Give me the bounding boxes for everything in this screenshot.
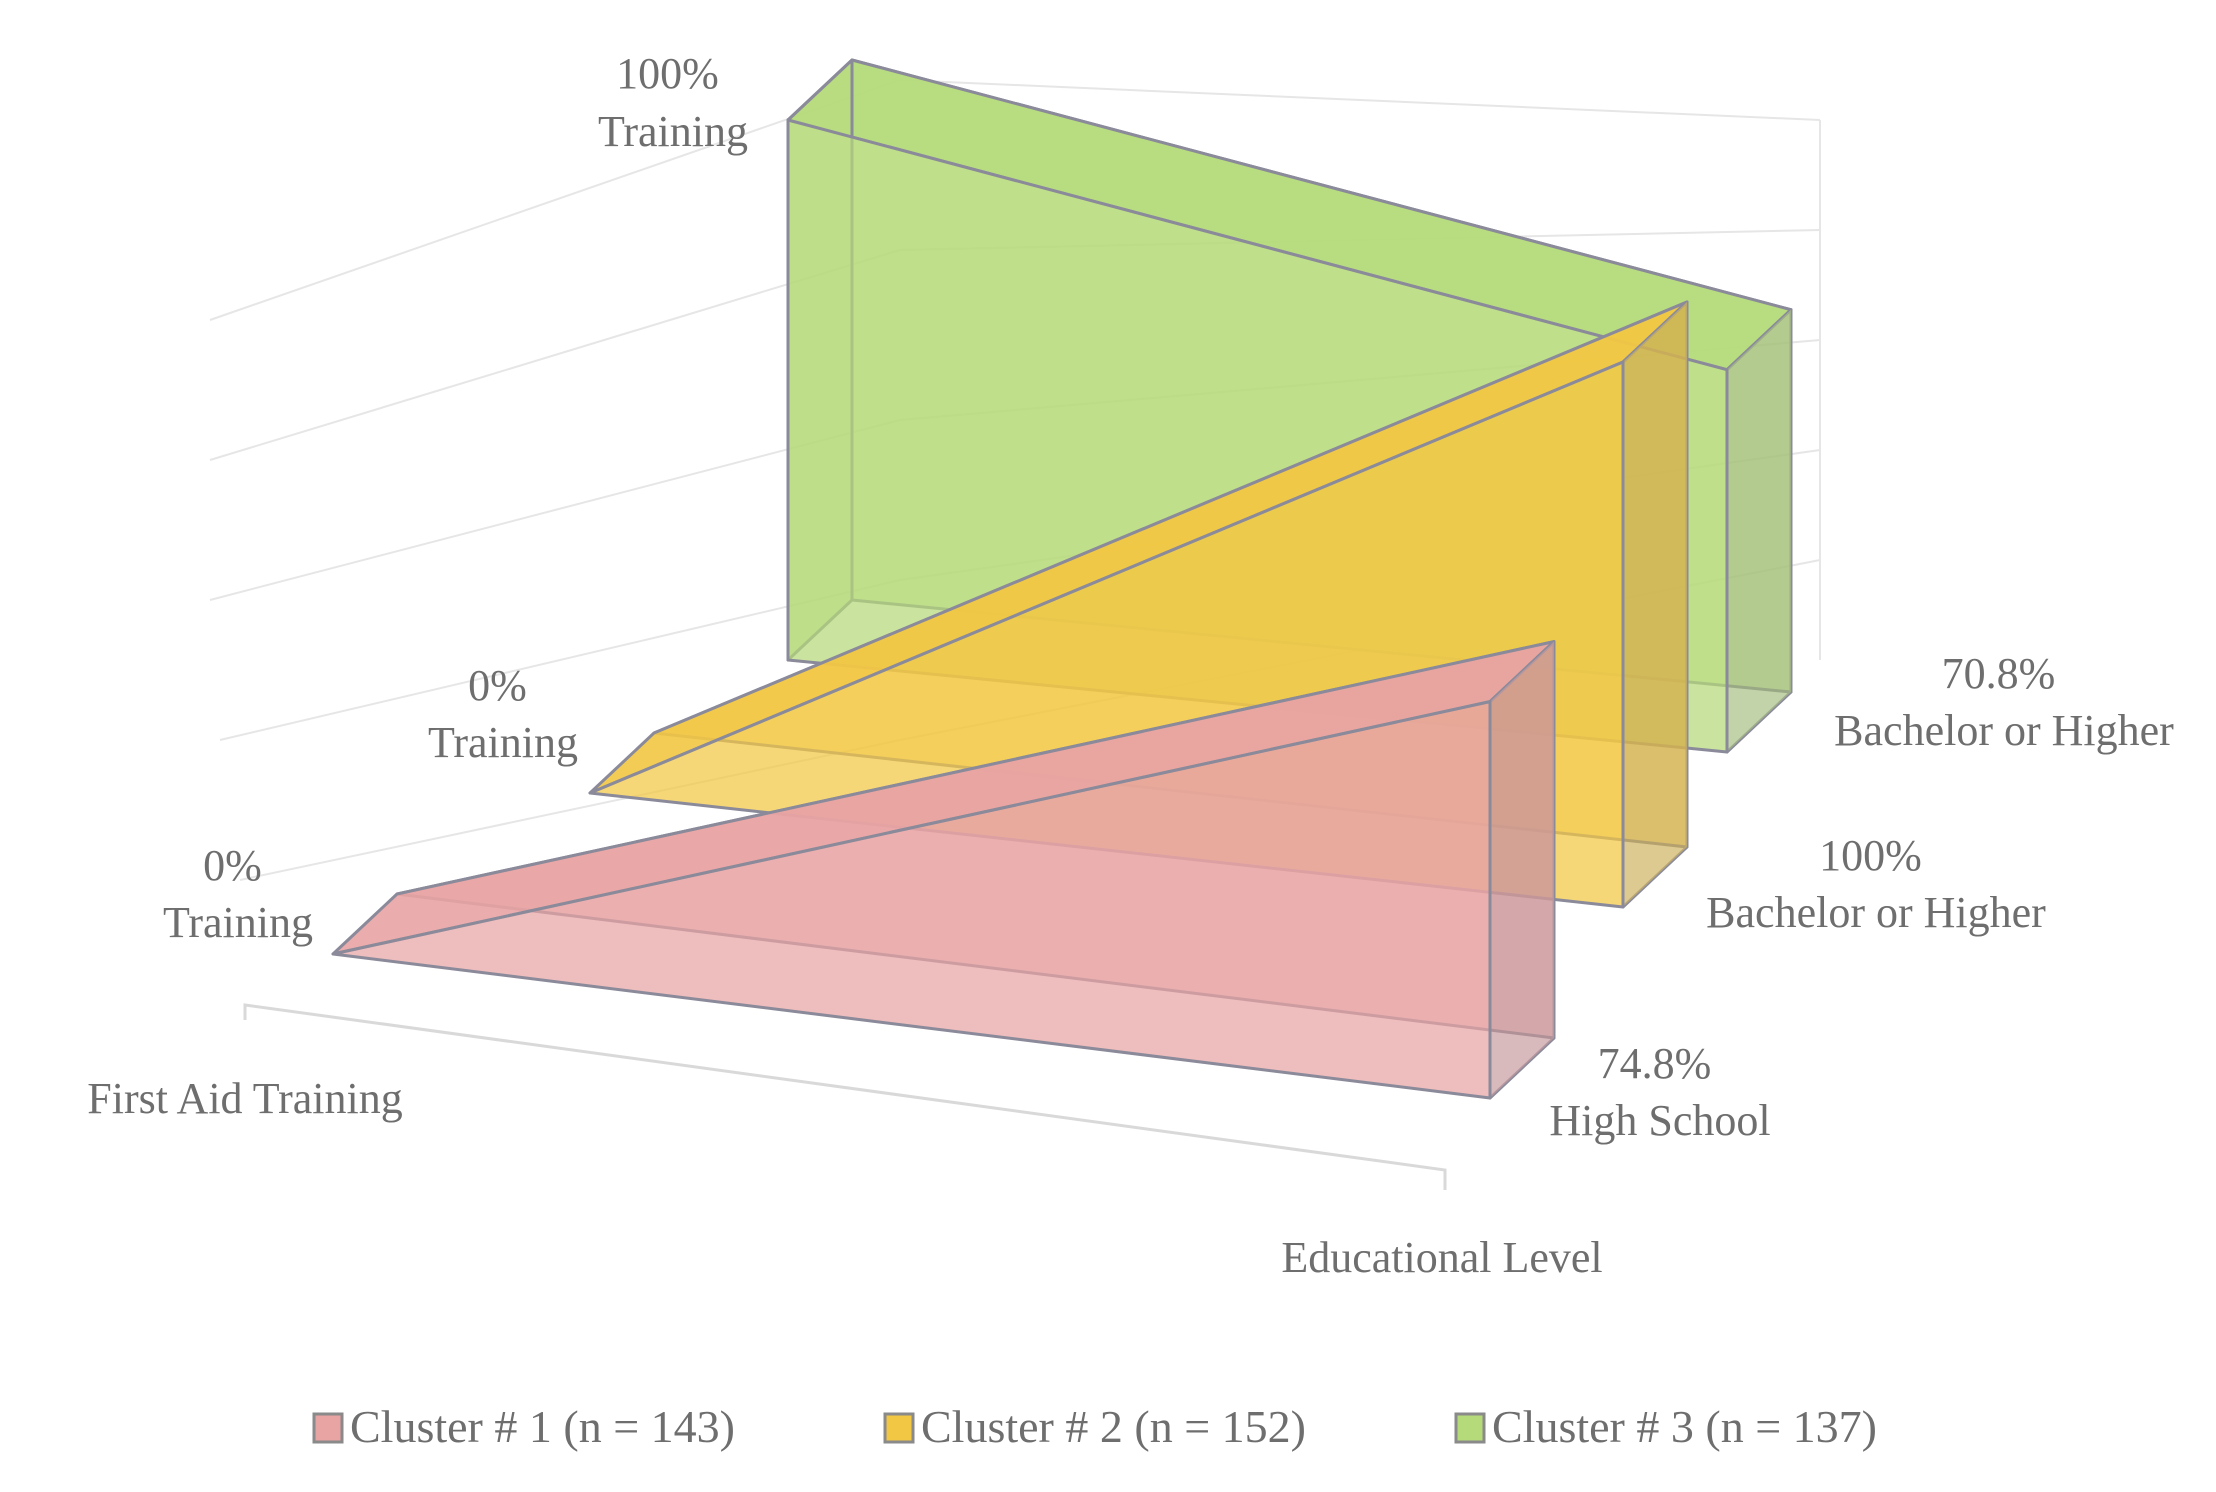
series-1-start-label: 0% Training <box>163 841 313 947</box>
legend-swatch <box>312 1412 344 1444</box>
series-2-end-label: 100% Bachelor or Higher <box>1706 831 2046 937</box>
series-3-end-label: 70.8% Bachelor or Higher <box>1834 649 2174 755</box>
depth-axis-title: First Aid Training <box>87 1074 402 1123</box>
series-3-start-label: 100% Training <box>598 49 748 156</box>
legend-label: Cluster # 3 (n = 137) <box>1492 1401 1877 1452</box>
gridline <box>209 249 901 461</box>
series-layer <box>331 58 1793 1100</box>
series-1-end-cap-tint <box>1490 641 1554 1098</box>
legend-item-cluster-2: Cluster # 2 (n = 152) <box>883 1401 1306 1452</box>
legend-swatch <box>1454 1412 1486 1444</box>
legend: Cluster # 1 (n = 143) Cluster # 2 (n = 1… <box>312 1401 1877 1452</box>
legend-item-cluster-1: Cluster # 1 (n = 143) <box>312 1401 735 1452</box>
series-1-end-label: 74.8% High School <box>1549 1039 1770 1145</box>
series-1-front-face <box>331 700 1492 1100</box>
x-axis-title: Educational Level <box>1281 1233 1602 1282</box>
legend-swatch <box>883 1412 915 1444</box>
series-2-end-cap-tint <box>1623 302 1687 907</box>
floor-axis <box>243 1003 1447 1190</box>
series-1-ribbon <box>331 640 1556 1100</box>
legend-label: Cluster # 1 (n = 143) <box>350 1401 735 1452</box>
series-labels: 100% Training 0% Training 0% Training 70… <box>163 49 2174 1145</box>
gridline <box>209 419 901 601</box>
legend-label: Cluster # 2 (n = 152) <box>921 1401 1306 1452</box>
series-3-end-cap-tint <box>1727 309 1791 752</box>
series-2-start-label: 0% Training <box>428 661 578 767</box>
legend-item-cluster-3: Cluster # 3 (n = 137) <box>1454 1401 1877 1452</box>
floor-axis-line <box>243 1003 1447 1190</box>
gridline <box>209 79 901 321</box>
gridline <box>899 79 1821 121</box>
